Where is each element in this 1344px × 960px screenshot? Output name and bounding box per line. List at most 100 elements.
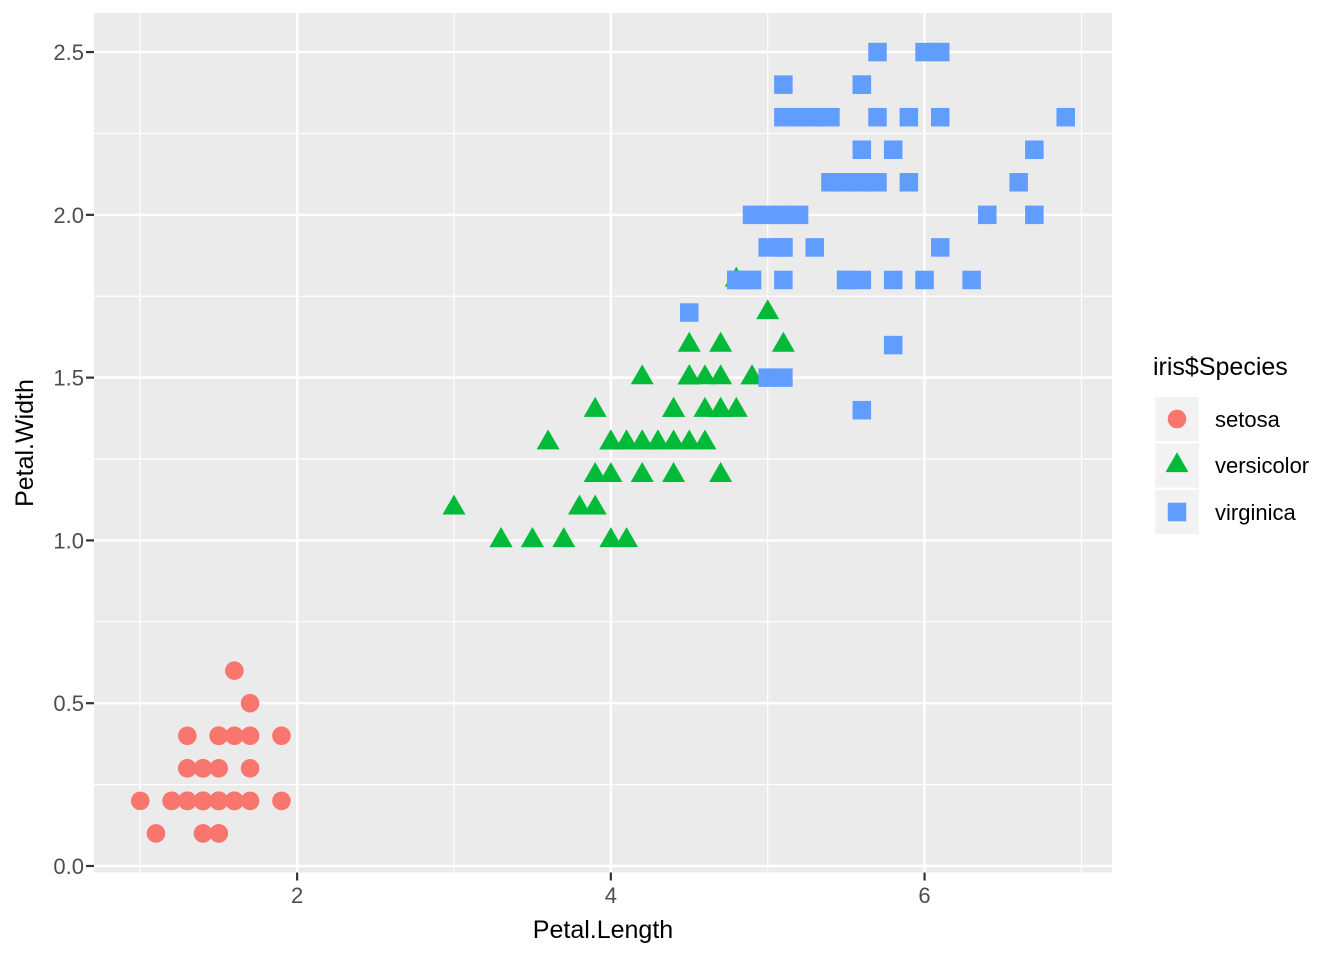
- versicolor-point: [536, 429, 560, 450]
- virginica-point: [821, 173, 840, 192]
- legend-label-versicolor: versicolor: [1215, 453, 1309, 478]
- virginica-point: [899, 107, 919, 127]
- virginica-point: [930, 107, 950, 127]
- versicolor-point: [709, 396, 733, 417]
- versicolor-point: [442, 494, 466, 515]
- virginica-point: [1025, 205, 1044, 225]
- versicolor-point: [489, 527, 513, 548]
- setosa-point: [178, 726, 197, 746]
- setosa-point: [225, 791, 244, 811]
- virginica-point: [868, 173, 887, 192]
- virginica-point: [883, 140, 903, 159]
- versicolor-point: [615, 429, 639, 450]
- versicolor-point: [693, 396, 717, 417]
- legend-symbol-versicolor: [1165, 452, 1189, 473]
- plot-panel: [94, 13, 1112, 873]
- virginica-point: [852, 173, 872, 192]
- virginica-point: [821, 107, 840, 127]
- setosa-point: [209, 759, 229, 778]
- versicolor-point: [771, 331, 795, 352]
- virginica-point: [774, 75, 793, 94]
- versicolor-point: [599, 462, 623, 482]
- virginica-point: [836, 270, 856, 290]
- data-points: [130, 42, 1075, 843]
- virginica-point: [852, 270, 872, 290]
- x-tick-label: 4: [605, 883, 617, 908]
- virginica-point: [805, 238, 825, 257]
- virginica-point: [836, 173, 856, 192]
- virginica-point: [727, 270, 746, 290]
- versicolor-point: [630, 364, 654, 385]
- versicolor-point: [583, 462, 607, 482]
- virginica-point: [742, 270, 762, 290]
- setosa-point: [272, 726, 291, 746]
- setosa-point: [178, 759, 197, 778]
- virginica-point: [774, 107, 793, 127]
- y-tick-label: 1.0: [53, 528, 84, 553]
- virginica-point: [774, 205, 793, 225]
- versicolor-point: [552, 527, 576, 548]
- virginica-point: [789, 205, 809, 225]
- virginica-point: [883, 335, 903, 355]
- virginica-point: [852, 400, 872, 420]
- versicolor-point: [693, 429, 717, 450]
- versicolor-point: [646, 429, 670, 450]
- virginica-point: [915, 42, 934, 62]
- y-axis-title: Petal.Width: [11, 379, 39, 507]
- versicolor-point: [740, 364, 764, 385]
- legend-label-virginica: virginica: [1215, 500, 1296, 525]
- versicolor-point: [709, 331, 733, 352]
- setosa-point: [193, 791, 213, 811]
- virginica-point: [930, 238, 950, 257]
- virginica-point: [1056, 107, 1075, 127]
- minor-gridlines: [94, 13, 1112, 873]
- setosa-point: [209, 726, 229, 746]
- virginica-point: [915, 270, 934, 290]
- versicolor-point: [599, 527, 623, 548]
- setosa-point: [193, 824, 213, 843]
- virginica-point: [962, 270, 981, 290]
- legend-symbol-setosa: [1167, 409, 1187, 429]
- virginica-point: [868, 42, 887, 62]
- setosa-point: [272, 791, 291, 811]
- legend-title: iris$Species: [1153, 353, 1288, 381]
- y-tick-label: 2.0: [53, 203, 84, 228]
- virginica-point: [758, 238, 777, 257]
- versicolor-point: [583, 494, 607, 515]
- setosa-point: [146, 824, 166, 843]
- setosa-point: [209, 791, 229, 811]
- y-tick-label: 2.5: [53, 40, 84, 65]
- versicolor-point: [520, 527, 544, 548]
- virginica-point: [930, 42, 950, 62]
- legend-label-setosa: setosa: [1215, 407, 1281, 432]
- y-tick-label: 0.0: [53, 854, 84, 879]
- y-tick-label: 0.5: [53, 691, 84, 716]
- versicolor-point: [662, 396, 686, 417]
- setosa-point: [240, 726, 260, 746]
- virginica-point: [852, 75, 872, 94]
- versicolor-point: [599, 429, 623, 450]
- x-tick-label: 2: [291, 883, 303, 908]
- versicolor-point: [615, 527, 639, 548]
- setosa-point: [162, 791, 181, 811]
- versicolor-point: [567, 494, 591, 515]
- versicolor-point: [724, 396, 748, 417]
- setosa-point: [225, 661, 244, 680]
- setosa-point: [240, 759, 260, 778]
- virginica-point: [978, 205, 997, 225]
- legend-keys: [1155, 397, 1199, 534]
- virginica-point: [1009, 173, 1028, 192]
- versicolor-point: [693, 364, 717, 385]
- virginica-point: [868, 107, 887, 127]
- y-tick-label: 1.5: [53, 366, 84, 391]
- versicolor-point: [709, 462, 733, 482]
- virginica-point: [899, 173, 919, 192]
- versicolor-point: [583, 396, 607, 417]
- versicolor-point: [677, 429, 701, 450]
- setosa-point: [240, 693, 260, 713]
- virginica-point: [883, 270, 903, 290]
- setosa-point: [193, 759, 213, 778]
- virginica-point: [758, 205, 777, 225]
